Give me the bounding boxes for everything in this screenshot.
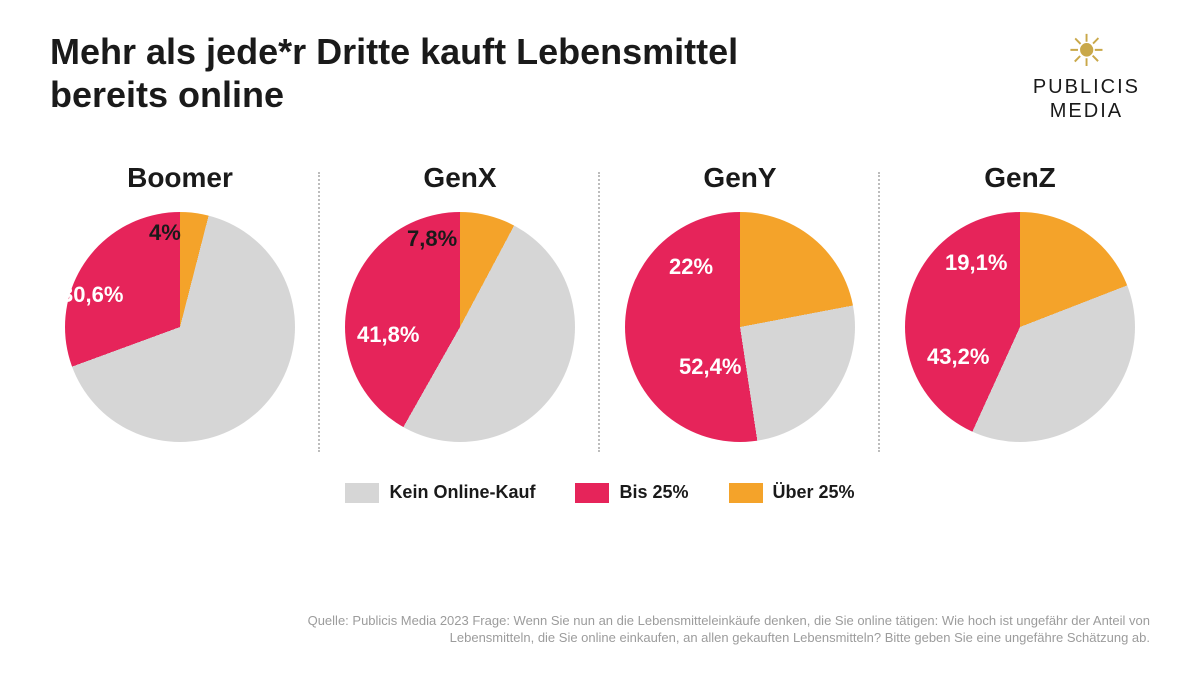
source-footnote: Quelle: Publicis Media 2023 Frage: Wenn … xyxy=(260,612,1150,647)
slice-label: 41,8% xyxy=(357,322,419,348)
chart-cell: GenY 52,4% 22% xyxy=(600,162,880,442)
legend-item: Kein Online-Kauf xyxy=(345,482,535,503)
slice-label: 30,6% xyxy=(61,282,123,308)
legend: Kein Online-Kauf Bis 25% Über 25% xyxy=(0,482,1200,503)
pie-chart: 30,6%4% xyxy=(65,212,295,442)
pie-chart: 41,8% 7,8% xyxy=(345,212,575,442)
pie-chart: 52,4% 22% xyxy=(625,212,855,442)
chart-title: GenX xyxy=(423,162,496,194)
slice-label: 22% xyxy=(669,254,713,280)
chart-title: GenZ xyxy=(984,162,1056,194)
legend-label: Über 25% xyxy=(773,482,855,503)
chart-cell: Boomer30,6%4% xyxy=(40,162,320,442)
page-title: Mehr als jede*r Dritte kauft Lebensmitte… xyxy=(50,30,850,116)
legend-item: Über 25% xyxy=(729,482,855,503)
logo-line2: MEDIA xyxy=(1033,100,1140,122)
pie-chart: 43,2% 19,1% xyxy=(905,212,1135,442)
slice-label: 4% xyxy=(149,220,181,246)
chart-title: GenY xyxy=(703,162,776,194)
legend-label: Bis 25% xyxy=(619,482,688,503)
legend-label: Kein Online-Kauf xyxy=(389,482,535,503)
slice-label: 7,8% xyxy=(407,226,457,252)
chart-cell: GenZ 43,2% 19,1% xyxy=(880,162,1160,442)
legend-swatch xyxy=(575,483,609,503)
publicis-logo: ☀ PUBLICIS MEDIA xyxy=(1033,30,1150,122)
slice-label: 19,1% xyxy=(945,250,1007,276)
slice-label: 52,4% xyxy=(679,354,741,380)
sun-icon: ☀ xyxy=(1033,30,1140,74)
chart-title: Boomer xyxy=(127,162,233,194)
legend-swatch xyxy=(345,483,379,503)
legend-item: Bis 25% xyxy=(575,482,688,503)
chart-cell: GenX 41,8% 7,8% xyxy=(320,162,600,442)
charts-row: Boomer30,6%4%GenX41,8%7,8%GenY52,4%22%Ge… xyxy=(0,122,1200,442)
slice-label: 43,2% xyxy=(927,344,989,370)
logo-line1: PUBLICIS xyxy=(1033,76,1140,98)
legend-swatch xyxy=(729,483,763,503)
